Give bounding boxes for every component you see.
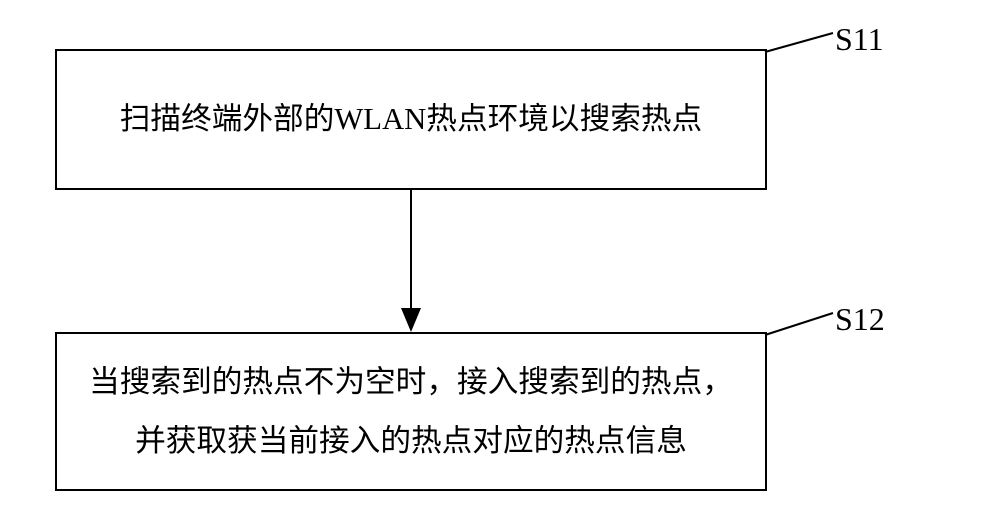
flow-arrow-s11-s12 [0,0,1000,529]
